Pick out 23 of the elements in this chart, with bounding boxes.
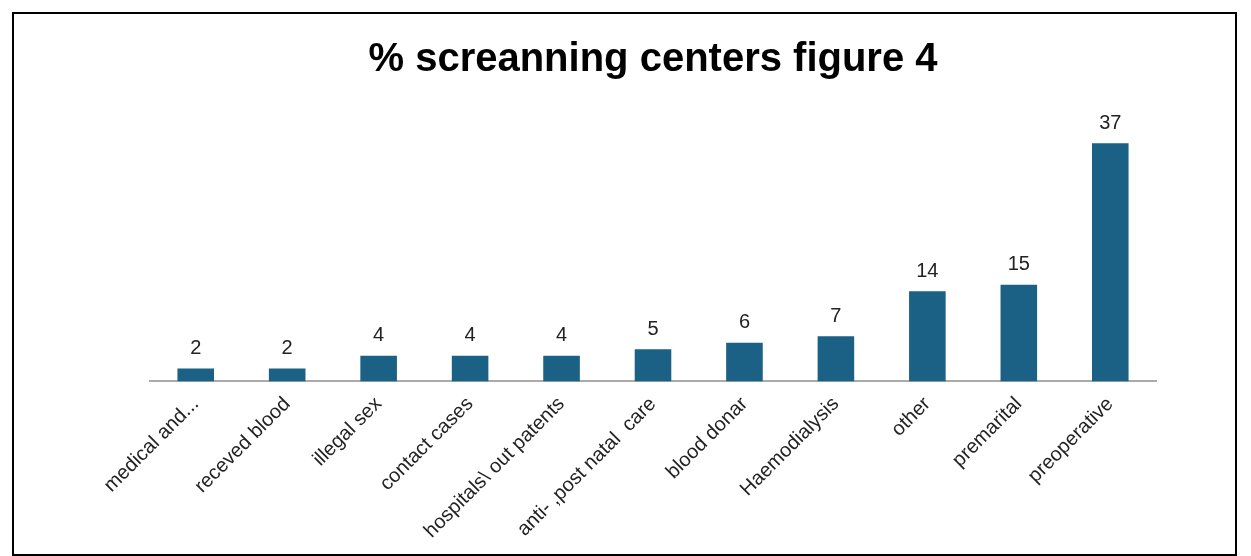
data-label: 5 — [647, 316, 659, 339]
bar — [360, 355, 397, 382]
bar — [1000, 284, 1038, 382]
data-label: 37 — [1099, 110, 1122, 133]
data-label: 2 — [190, 336, 202, 359]
bar — [268, 368, 306, 382]
bar — [1091, 143, 1129, 382]
bar — [909, 291, 946, 382]
bar — [634, 349, 672, 382]
data-label: 2 — [281, 336, 293, 359]
bar — [451, 355, 489, 382]
bar — [726, 342, 763, 382]
data-label: 14 — [916, 258, 939, 281]
data-label: 15 — [1007, 252, 1030, 275]
data-label: 4 — [555, 323, 568, 346]
bar — [817, 336, 855, 382]
bar — [177, 368, 215, 382]
data-label: 6 — [738, 310, 751, 333]
data-label: 4 — [373, 323, 385, 346]
chart-title: % screanning centers figure 4 — [368, 35, 939, 80]
data-label: 7 — [830, 303, 842, 326]
data-label: 4 — [464, 323, 476, 346]
bar — [543, 355, 580, 382]
